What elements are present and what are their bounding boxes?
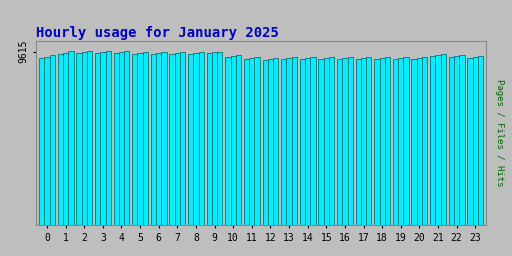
Bar [329, 57, 334, 225]
Bar [50, 55, 55, 225]
Bar [318, 59, 324, 225]
Bar [393, 59, 398, 225]
Bar [398, 58, 403, 225]
Bar [169, 54, 175, 225]
Bar [58, 54, 63, 225]
Bar [95, 53, 100, 225]
Bar [175, 53, 180, 225]
Bar [207, 54, 212, 225]
Bar [374, 59, 379, 225]
Bar [244, 59, 249, 225]
Bar [87, 51, 92, 225]
Bar [143, 52, 148, 225]
Bar [180, 52, 185, 225]
Bar [156, 53, 161, 225]
Bar [236, 55, 241, 225]
Bar [281, 59, 286, 225]
Bar [366, 57, 371, 225]
Bar [292, 58, 297, 225]
Bar [124, 51, 130, 225]
Bar [422, 57, 428, 225]
Bar [342, 58, 348, 225]
Bar [478, 56, 483, 225]
Bar [310, 57, 315, 225]
Bar [361, 58, 366, 225]
Bar [403, 57, 409, 225]
Bar [379, 58, 385, 225]
Bar [76, 52, 81, 225]
Bar [137, 52, 143, 225]
Bar [286, 58, 292, 225]
Bar [412, 59, 417, 225]
Bar [305, 58, 310, 225]
Bar [114, 53, 119, 225]
Bar [268, 59, 273, 225]
Bar [151, 54, 156, 225]
Bar [300, 59, 305, 225]
Bar [119, 52, 124, 225]
Bar [454, 56, 459, 225]
Bar [188, 54, 194, 225]
Bar [430, 56, 435, 225]
Bar [81, 52, 87, 225]
Bar [348, 57, 353, 225]
Bar [356, 59, 361, 225]
Bar [217, 51, 223, 225]
Bar [441, 54, 446, 225]
Bar [254, 57, 260, 225]
Bar [417, 58, 422, 225]
Bar [212, 52, 217, 225]
Bar [161, 52, 166, 225]
Bar [132, 54, 137, 225]
Bar [337, 59, 342, 225]
Bar [68, 51, 74, 225]
Bar [459, 55, 464, 225]
Bar [385, 57, 390, 225]
Bar [199, 52, 204, 225]
Bar [273, 58, 279, 225]
Text: Pages / Files / Hits: Pages / Files / Hits [495, 79, 504, 187]
Bar [225, 57, 230, 225]
Bar [449, 57, 454, 225]
Text: Hourly usage for January 2025: Hourly usage for January 2025 [36, 26, 279, 40]
Bar [230, 56, 236, 225]
Bar [194, 52, 199, 225]
Bar [63, 52, 68, 225]
Bar [45, 57, 50, 225]
Bar [249, 58, 254, 225]
Bar [39, 58, 45, 225]
Bar [105, 51, 111, 225]
Bar [473, 57, 478, 225]
Bar [263, 60, 268, 225]
Bar [435, 55, 441, 225]
Bar [100, 52, 105, 225]
Bar [467, 58, 473, 225]
Bar [324, 58, 329, 225]
